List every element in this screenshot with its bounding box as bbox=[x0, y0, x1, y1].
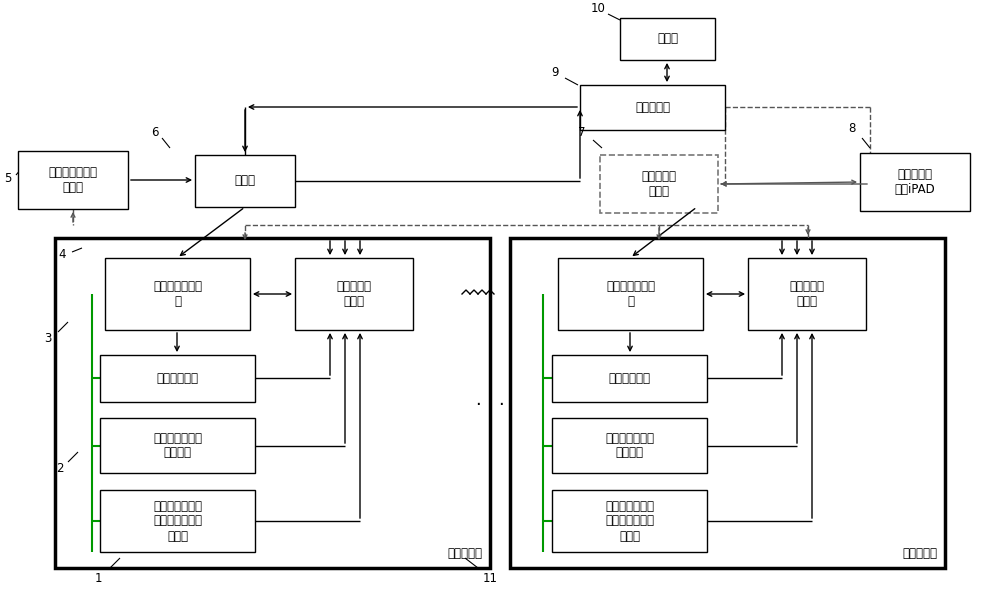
Bar bbox=[552, 355, 707, 402]
Bar bbox=[510, 238, 945, 568]
Text: 工作站: 工作站 bbox=[657, 33, 678, 45]
Bar bbox=[100, 355, 255, 402]
Bar bbox=[860, 153, 970, 211]
Bar bbox=[18, 151, 128, 209]
Bar bbox=[100, 490, 255, 552]
Text: 交换机: 交换机 bbox=[234, 174, 256, 187]
Text: 8: 8 bbox=[848, 121, 856, 134]
Text: 子站服务器: 子站服务器 bbox=[635, 101, 670, 114]
Bar bbox=[55, 238, 490, 568]
Text: 断路器机械特性
监测装置: 断路器机械特性 监测装置 bbox=[605, 431, 654, 459]
Bar bbox=[600, 155, 718, 213]
Text: 智能监测集成装
置: 智能监测集成装 置 bbox=[153, 280, 202, 308]
Bar bbox=[620, 18, 715, 60]
Text: 9: 9 bbox=[551, 65, 559, 79]
Text: 7: 7 bbox=[578, 126, 586, 139]
Bar bbox=[195, 155, 295, 207]
Text: 5: 5 bbox=[4, 171, 12, 184]
Text: 局放监测装置: 局放监测装置 bbox=[608, 372, 650, 385]
Text: 11: 11 bbox=[482, 572, 498, 584]
Text: 红外测温在线监
测装置: 红外测温在线监 测装置 bbox=[48, 166, 98, 194]
Text: 10: 10 bbox=[591, 2, 605, 14]
Text: 6: 6 bbox=[151, 126, 159, 139]
Text: 4: 4 bbox=[58, 249, 66, 261]
Bar bbox=[552, 490, 707, 552]
Text: 3: 3 bbox=[44, 331, 52, 345]
Bar bbox=[748, 258, 866, 330]
Text: 断路器机械特性
监测装置: 断路器机械特性 监测装置 bbox=[153, 431, 202, 459]
Text: 2: 2 bbox=[56, 462, 64, 474]
Text: 容性设备、金属
氧化锌避雷器监
测装置: 容性设备、金属 氧化锌避雷器监 测装置 bbox=[153, 499, 202, 543]
Text: 局放监测装置: 局放监测装置 bbox=[156, 372, 198, 385]
Text: 便携式笔记
本、iPAD: 便携式笔记 本、iPAD bbox=[895, 168, 935, 196]
Bar bbox=[558, 258, 703, 330]
Text: 容性设备、金属
氧化锌避雷器监
测装置: 容性设备、金属 氧化锌避雷器监 测装置 bbox=[605, 499, 654, 543]
Bar bbox=[552, 418, 707, 473]
Text: 无线数据通
讯设备: 无线数据通 讯设备 bbox=[336, 280, 372, 308]
Bar bbox=[105, 258, 250, 330]
Text: 现场智能柜: 现场智能柜 bbox=[447, 547, 482, 560]
Bar bbox=[580, 85, 725, 130]
Text: 智能监测集成装
置: 智能监测集成装 置 bbox=[606, 280, 655, 308]
Bar bbox=[295, 258, 413, 330]
Text: 无线数据通
讯设备: 无线数据通 讯设备 bbox=[790, 280, 824, 308]
Text: 现场智能柜: 现场智能柜 bbox=[902, 547, 937, 560]
Bar bbox=[100, 418, 255, 473]
Text: 1: 1 bbox=[94, 572, 102, 584]
Text: 无线数据通
讯设备: 无线数据通 讯设备 bbox=[642, 170, 676, 198]
Text: . . .: . . . bbox=[476, 391, 504, 409]
